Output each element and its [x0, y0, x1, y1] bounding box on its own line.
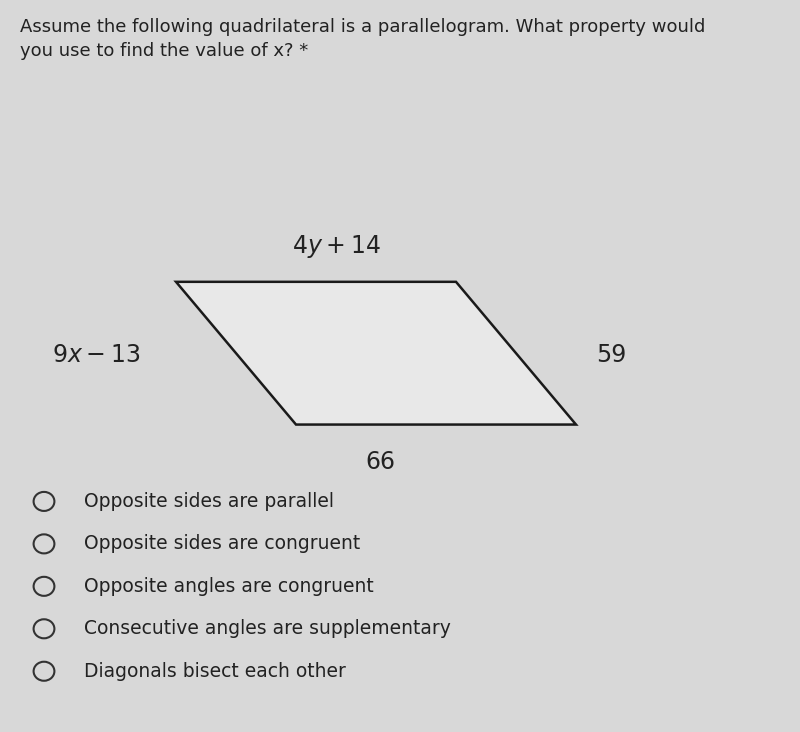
Text: Opposite angles are congruent: Opposite angles are congruent — [84, 577, 374, 596]
Polygon shape — [176, 282, 576, 425]
Text: $4y+14$: $4y+14$ — [292, 233, 380, 260]
Text: Assume the following quadrilateral is a parallelogram. What property would: Assume the following quadrilateral is a … — [20, 18, 706, 37]
Text: Opposite sides are congruent: Opposite sides are congruent — [84, 534, 360, 553]
Text: Opposite sides are parallel: Opposite sides are parallel — [84, 492, 334, 511]
Text: you use to find the value of x? *: you use to find the value of x? * — [20, 42, 308, 61]
Text: Consecutive angles are supplementary: Consecutive angles are supplementary — [84, 619, 451, 638]
Text: 66: 66 — [365, 450, 395, 474]
Text: $9x-13$: $9x-13$ — [52, 343, 140, 367]
Text: 59: 59 — [596, 343, 626, 367]
Text: Diagonals bisect each other: Diagonals bisect each other — [84, 662, 346, 681]
